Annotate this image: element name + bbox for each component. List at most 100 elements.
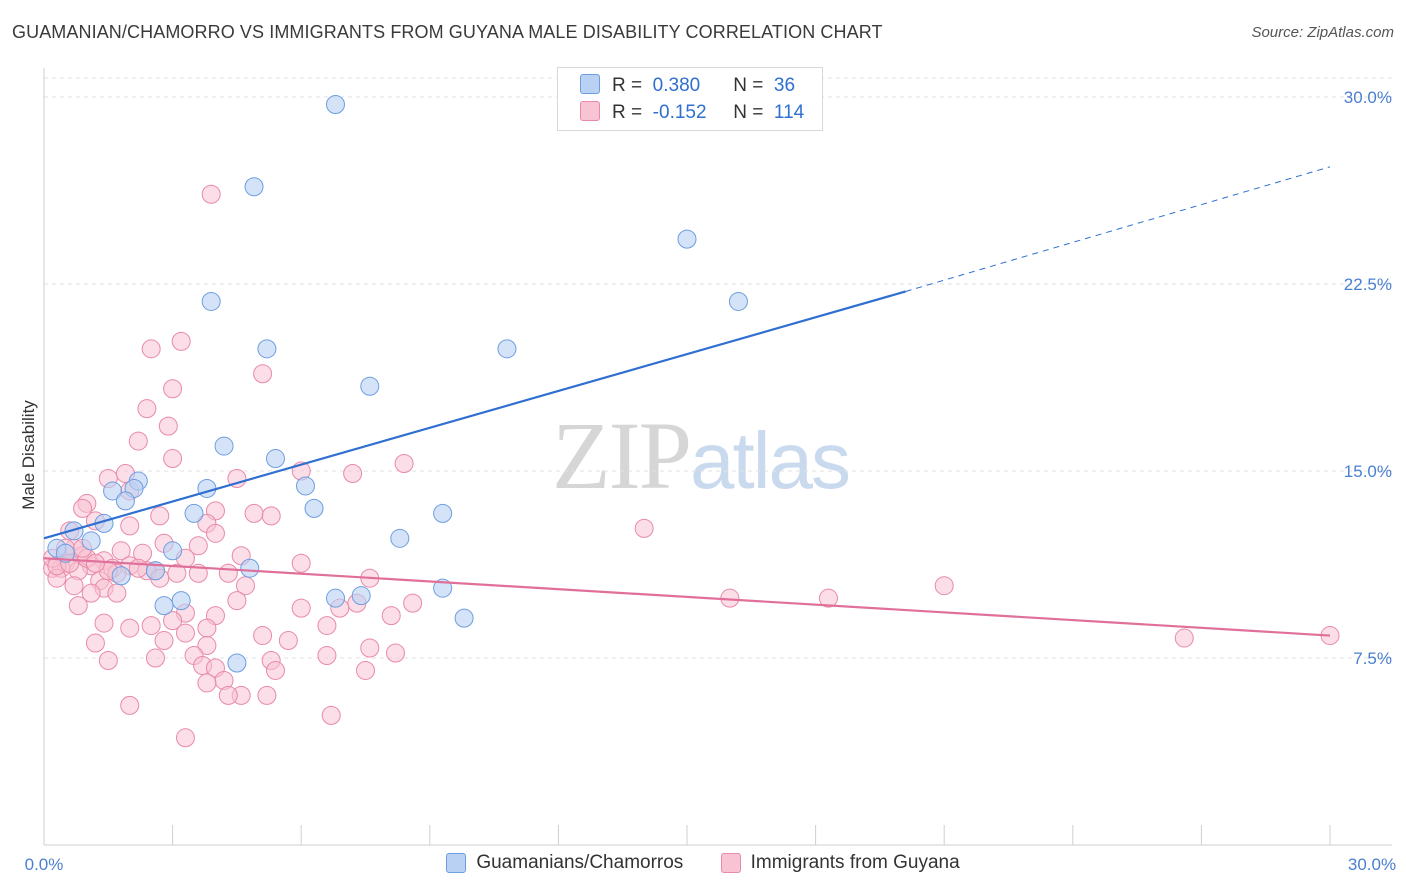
legend-r-label: R =	[612, 75, 643, 96]
point-guyana	[68, 596, 88, 616]
point-guam	[433, 503, 453, 523]
legend-swatch-guam	[446, 853, 467, 873]
legend-item-guam: Guamanians/Chamorros	[446, 852, 683, 874]
point-guam	[677, 229, 697, 249]
series-guyana-points	[43, 184, 1340, 748]
point-guyana	[111, 541, 131, 561]
trend-line-guyana	[43, 557, 1331, 637]
chart-title: GUAMANIAN/CHAMORRO VS IMMIGRANTS FROM GU…	[12, 22, 883, 42]
point-guyana	[107, 583, 127, 603]
point-guyana	[317, 646, 337, 666]
point-guyana	[188, 536, 208, 556]
point-guam	[728, 291, 748, 311]
legend-r-value: -0.152	[652, 102, 707, 123]
point-guam	[103, 481, 123, 501]
series-guam-points	[47, 94, 748, 673]
legend-row-guam: R = 0.380 N = 36	[580, 74, 795, 100]
point-guam	[257, 339, 277, 359]
point-guyana	[343, 463, 363, 483]
point-guam	[351, 586, 371, 606]
point-guyana	[120, 695, 140, 715]
point-guyana	[317, 616, 337, 636]
point-guyana	[934, 576, 954, 596]
point-guam	[154, 596, 174, 616]
point-guyana	[167, 563, 187, 583]
point-guyana	[291, 598, 311, 618]
legend-n-value: 36	[773, 75, 796, 96]
point-guam	[497, 339, 517, 359]
point-guyana	[381, 606, 401, 626]
point-guam	[360, 376, 380, 396]
point-guyana	[197, 673, 217, 693]
legend-r-value: 0.380	[652, 75, 701, 96]
x-tick-label: 30.0%	[1348, 855, 1396, 874]
legend-n-label: N =	[733, 75, 764, 96]
x-tick-label: 0.0%	[25, 855, 64, 874]
point-guyana	[197, 618, 217, 638]
point-guyana	[154, 631, 174, 651]
point-guam	[433, 578, 453, 598]
point-guyana	[360, 638, 380, 658]
point-guyana	[141, 339, 161, 359]
point-guam	[265, 449, 285, 469]
point-guam	[214, 436, 234, 456]
point-guyana	[94, 613, 114, 633]
point-guyana	[386, 643, 406, 663]
y-tick-label: 7.5%	[1353, 649, 1392, 668]
point-guyana	[158, 416, 178, 436]
legend-swatch-guyana	[580, 101, 600, 121]
point-guam	[111, 566, 131, 586]
point-guam	[171, 591, 191, 611]
point-guyana	[85, 633, 105, 653]
point-guyana	[128, 558, 148, 578]
point-guyana	[218, 685, 238, 705]
point-guyana	[163, 611, 183, 631]
legend-item-guyana: Immigrants from Guyana	[720, 852, 960, 874]
point-guyana	[128, 431, 148, 451]
tick-labels: 7.5% 15.0% 22.5% 30.0% 0.0% 30.0%	[25, 88, 1396, 874]
legend-n-value: 114	[773, 102, 805, 123]
point-guam	[163, 541, 183, 561]
point-guam	[244, 177, 264, 197]
point-guam	[295, 476, 315, 496]
point-guam	[197, 478, 217, 498]
y-axis-label: Male Disability	[19, 400, 38, 510]
point-guyana	[291, 553, 311, 573]
point-guam	[184, 503, 204, 523]
point-guyana	[175, 728, 195, 748]
point-guyana	[120, 618, 140, 638]
point-guyana	[201, 184, 221, 204]
point-guyana	[261, 506, 281, 526]
point-guyana	[265, 660, 285, 680]
y-tick-label: 30.0%	[1344, 88, 1392, 107]
point-guyana	[150, 506, 170, 526]
point-guyana	[81, 583, 101, 603]
point-guam	[115, 491, 135, 511]
point-guam	[55, 543, 75, 563]
point-guyana	[120, 516, 140, 536]
legend-swatch-guam	[580, 74, 600, 94]
legend-label-guam: Guamanians/Chamorros	[476, 852, 684, 873]
point-guyana	[163, 449, 183, 469]
legend-label-guyana: Immigrants from Guyana	[750, 852, 960, 873]
point-guyana	[1174, 628, 1194, 648]
stats-legend: R = 0.380 N = 36 R = -0.152 N = 114	[557, 67, 823, 131]
point-guam	[325, 588, 345, 608]
watermark-atlas: atlas	[690, 416, 851, 505]
watermark-zip: ZIP	[552, 402, 692, 509]
point-guam	[81, 531, 101, 551]
point-guyana	[145, 648, 165, 668]
point-guyana	[197, 636, 217, 656]
point-guyana	[73, 498, 93, 518]
legend-n-label: N =	[733, 102, 764, 123]
point-guyana	[175, 623, 195, 643]
point-guyana	[818, 588, 838, 608]
y-tick-label: 22.5%	[1344, 275, 1392, 294]
point-guyana	[218, 563, 238, 583]
legend-swatch-guyana	[720, 853, 741, 873]
series-legend: Guamanians/Chamorros Immigrants from Guy…	[0, 852, 1406, 879]
point-guyana	[85, 553, 105, 573]
point-guyana	[321, 705, 341, 725]
point-guyana	[253, 626, 273, 646]
